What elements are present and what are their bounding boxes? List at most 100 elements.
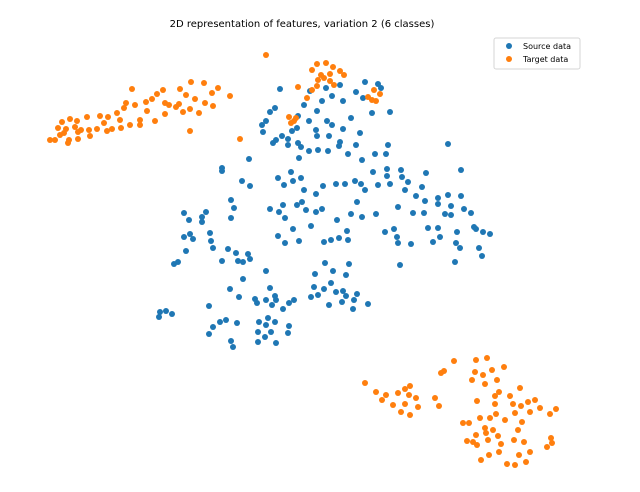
data-point [337, 68, 343, 74]
data-point [341, 72, 347, 78]
data-point [215, 85, 221, 91]
data-point [402, 386, 408, 392]
data-point [353, 142, 359, 148]
data-point [360, 95, 366, 101]
data-point [437, 234, 443, 240]
data-point [228, 215, 234, 221]
data-point [237, 136, 243, 142]
data-point [473, 432, 479, 438]
data-point [322, 260, 328, 266]
data-point [230, 344, 236, 350]
data-point [492, 401, 498, 407]
data-point [357, 130, 363, 136]
data-point [517, 385, 523, 391]
data-point [330, 64, 336, 70]
data-point [348, 115, 354, 121]
data-point [448, 212, 454, 218]
legend-marker-source [506, 43, 512, 49]
data-point [527, 449, 533, 455]
data-point [67, 116, 73, 122]
data-point [227, 93, 233, 99]
data-point [496, 389, 502, 395]
data-point [270, 140, 276, 146]
data-point [210, 324, 216, 330]
data-point [217, 319, 223, 325]
data-point [487, 231, 493, 237]
data-point [327, 71, 333, 77]
data-point [319, 98, 325, 104]
data-point [109, 126, 115, 132]
data-point [282, 215, 288, 221]
data-point [373, 98, 379, 104]
data-point [187, 128, 193, 134]
data-point [476, 245, 482, 251]
data-point [494, 377, 500, 383]
chart-title: 2D representation of features, variation… [170, 19, 435, 30]
data-point [486, 452, 492, 458]
data-point [485, 437, 491, 443]
data-point [86, 127, 92, 133]
data-point [458, 167, 464, 173]
data-point [202, 100, 208, 106]
data-point [521, 439, 527, 445]
data-point [188, 79, 194, 85]
data-point [354, 199, 360, 205]
data-point [371, 87, 377, 93]
data-point [309, 67, 315, 73]
data-point [445, 192, 451, 198]
data-point [390, 402, 396, 408]
data-point [247, 256, 253, 262]
data-point [52, 137, 58, 143]
data-point [537, 405, 543, 411]
data-point [405, 179, 411, 185]
data-point [496, 449, 502, 455]
data-point [190, 236, 196, 242]
data-point [391, 226, 397, 232]
data-point [370, 169, 376, 175]
data-point [223, 317, 229, 323]
data-point [306, 118, 312, 124]
data-point [263, 118, 269, 124]
data-point [343, 293, 349, 299]
data-point [478, 457, 484, 463]
data-point [483, 430, 489, 436]
data-point [387, 109, 393, 115]
data-point [280, 306, 286, 312]
data-point [263, 52, 269, 58]
data-point [464, 438, 470, 444]
data-point [362, 79, 368, 85]
data-point [47, 137, 53, 143]
data-point [330, 268, 336, 274]
data-point [78, 127, 84, 133]
data-point [413, 395, 419, 401]
data-point [407, 412, 413, 418]
data-point [489, 367, 495, 373]
data-point [104, 128, 110, 134]
legend-label-target: Target data [522, 55, 568, 64]
data-point [484, 355, 490, 361]
series-target [47, 52, 559, 468]
data-point [315, 292, 321, 298]
data-point [402, 401, 408, 407]
data-point [269, 302, 275, 308]
data-point [408, 241, 414, 247]
data-point [495, 433, 501, 439]
data-point [290, 226, 296, 232]
data-point [547, 411, 553, 417]
data-point [143, 99, 149, 105]
data-point [342, 181, 348, 187]
data-point [268, 329, 274, 335]
data-point [228, 197, 234, 203]
data-point [457, 245, 463, 251]
data-point [337, 139, 343, 145]
data-point [326, 133, 332, 139]
data-point [372, 151, 378, 157]
data-point [350, 306, 356, 312]
data-point [501, 364, 507, 370]
data-point [267, 109, 273, 115]
data-point [162, 111, 168, 117]
data-point [231, 205, 237, 211]
data-point [544, 444, 550, 450]
data-point [285, 142, 291, 148]
data-point [383, 151, 389, 157]
